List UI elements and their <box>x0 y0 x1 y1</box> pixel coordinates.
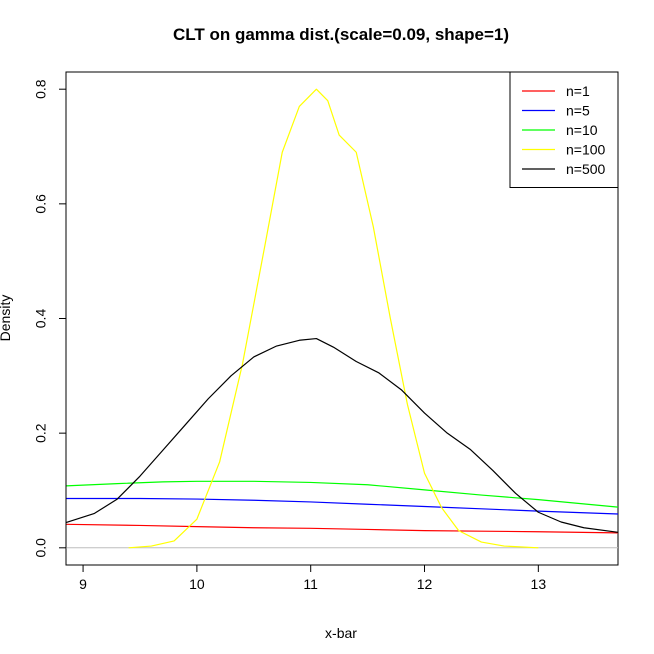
x-tick-label: 13 <box>531 576 547 592</box>
series-layer <box>65 88 619 549</box>
y-tick-label: 0.0 <box>33 538 49 558</box>
x-axis-label: x-bar <box>325 625 357 641</box>
legend-label: n=10 <box>566 122 598 138</box>
series-line-n-100 <box>128 88 539 549</box>
chart-title: CLT on gamma dist.(scale=0.09, shape=1) <box>173 25 509 44</box>
y-tick-label: 0.6 <box>33 194 49 214</box>
legend-label: n=5 <box>566 103 590 119</box>
x-tick-label: 10 <box>189 576 205 592</box>
legend: n=1 n=5 n=10 n=100 n=500 <box>509 71 619 188</box>
legend-label: n=100 <box>566 142 606 158</box>
x-tick-label: 11 <box>303 576 318 592</box>
series-line-n-5 <box>66 497 619 515</box>
y-axis-label: Density <box>0 295 13 342</box>
y-tick-label: 0.4 <box>33 309 49 329</box>
series-line-n-1 <box>65 523 619 534</box>
legend-label: n=500 <box>566 161 606 177</box>
legend-label: n=1 <box>566 83 590 99</box>
x-axis: 9 10 11 12 13 <box>79 564 547 592</box>
x-tick-label: 12 <box>417 576 433 592</box>
y-tick-label: 0.8 <box>33 79 49 99</box>
y-axis: 0.0 0.2 0.4 0.6 0.8 <box>33 79 67 558</box>
y-tick-label: 0.2 <box>33 423 49 443</box>
series-line-n-500 <box>65 337 619 533</box>
x-tick-label: 9 <box>79 576 87 592</box>
series-line-n-10 <box>65 480 619 508</box>
